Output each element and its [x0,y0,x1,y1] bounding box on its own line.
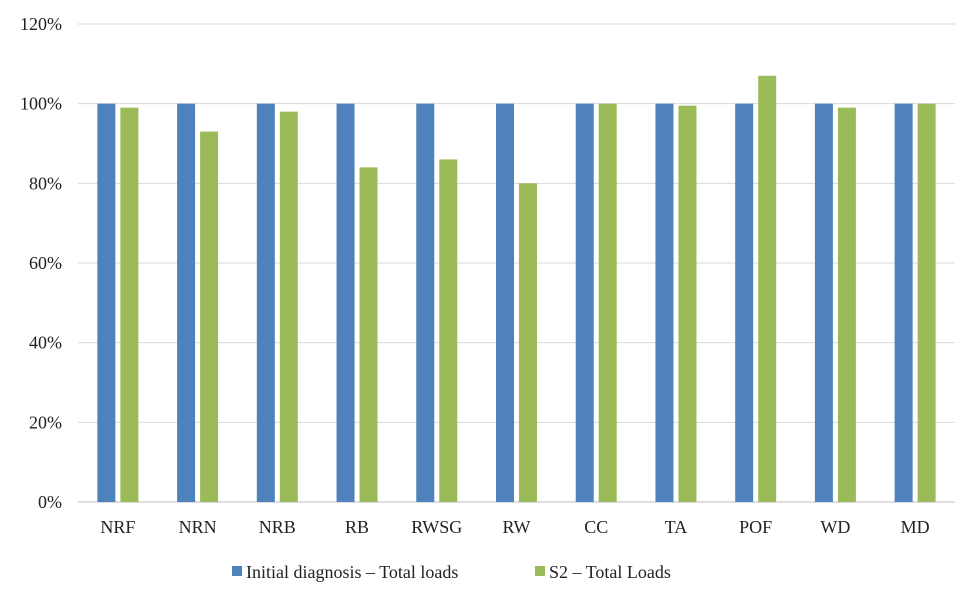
x-category-label: WD [820,517,850,537]
legend-swatch-series-1 [232,566,242,576]
x-category-label: NRB [259,517,296,537]
bar-md-series-1 [894,103,913,503]
y-tick-label: 100% [20,94,62,114]
y-tick-label: 0% [38,492,62,512]
bar-pof-series-2 [758,75,777,503]
y-tick-label: 120% [20,14,62,34]
bar-nrb-series-2 [279,111,298,502]
legend-swatch-series-2 [535,566,545,576]
legend-label-series-1: Initial diagnosis – Total loads [246,562,458,582]
gridlines [78,23,955,503]
y-tick-label: 40% [29,333,62,353]
x-category-label: POF [739,517,772,537]
x-category-label: RB [345,517,369,537]
bar-nrn-series-1 [177,103,196,503]
bar-wd-series-2 [837,107,856,503]
x-axis: NRF NRN NRB RB RWSG RW CC TA POF WD MD [100,517,929,537]
bar-ta-series-2 [678,105,697,503]
bar-nrn-series-2 [200,131,219,503]
bar-rb-series-1 [336,103,355,503]
bar-ta-series-1 [655,103,674,503]
legend: Initial diagnosis – Total loads S2 – Tota… [232,562,671,582]
bar-rw-series-2 [519,183,537,503]
y-tick-label: 20% [29,412,62,432]
x-category-label: NRN [179,517,217,537]
bar-rwsg-series-1 [416,103,435,503]
bar-pof-series-1 [735,103,754,503]
y-tick-label: 80% [29,173,62,193]
y-tick-label: 60% [29,253,62,273]
bar-nrf-series-2 [120,107,139,503]
y-axis: 0% 20% 40% 60% 80% 100% 120% [20,14,62,512]
x-category-label: TA [665,517,688,537]
bar-rb-series-2 [359,167,378,502]
bar-rwsg-series-2 [439,159,458,502]
bar-md-series-2 [917,103,936,503]
bar-nrf-series-1 [97,103,116,503]
bar-rw-series-1 [496,103,514,503]
x-category-label: NRF [100,517,135,537]
bars [97,75,936,503]
x-category-label: CC [584,517,608,537]
x-category-label: MD [901,517,930,537]
legend-label-series-2: S2 – Total Loads [549,562,671,582]
x-category-label: RW [502,517,530,537]
bar-nrb-series-1 [256,103,275,503]
x-category-label: RWSG [411,517,462,537]
bar-cc-series-1 [575,103,594,503]
bar-wd-series-1 [814,103,833,503]
bar-cc-series-2 [598,103,617,503]
